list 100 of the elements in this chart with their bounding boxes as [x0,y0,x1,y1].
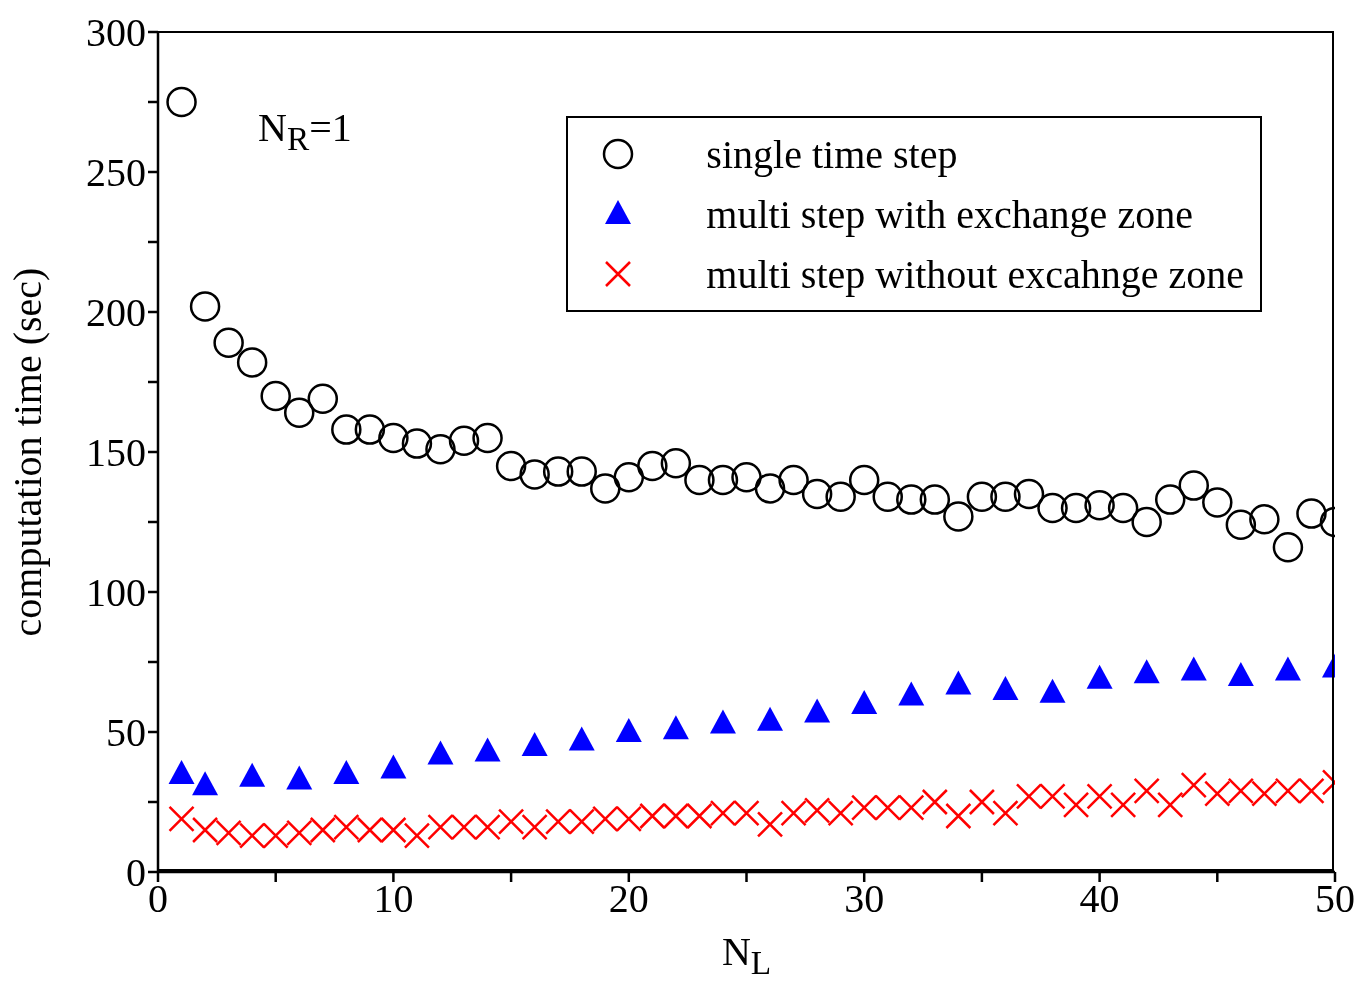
point [213,327,244,359]
point [403,822,431,849]
point [472,422,503,454]
legend-label: multi step without excahnge zone [706,250,1244,298]
point [168,760,195,784]
point [1249,503,1280,535]
point [497,808,525,835]
x-tick-label: 30 [844,876,885,922]
point [919,484,951,515]
point [495,450,527,482]
point [754,473,786,504]
point [825,481,856,513]
point [1272,531,1304,563]
point [168,805,195,833]
point [756,811,784,838]
point [1062,791,1090,819]
point [945,670,972,695]
point [990,481,1021,513]
point [474,737,501,762]
point [992,799,1019,827]
point [1013,478,1045,510]
point [615,718,642,742]
point [401,428,433,459]
point [872,481,903,513]
x-tick-label: 10 [373,876,414,922]
point [378,422,409,454]
point [943,501,974,532]
point [425,433,456,465]
point [684,464,715,496]
point [380,754,407,779]
point [521,732,548,756]
point [1154,484,1186,515]
point [260,380,291,412]
point [519,459,550,490]
y-tick-label: 200 [86,290,146,336]
point [1086,664,1113,689]
point [568,726,595,751]
y-tick-label: 50 [106,710,146,756]
point [1274,656,1301,681]
point [427,740,454,765]
y-tick-label: 250 [86,150,146,196]
point [992,676,1019,700]
y-axis-title: computation time (sec) [5,267,50,637]
point [192,771,219,796]
point [189,291,221,322]
point [166,86,197,118]
point [1133,777,1160,805]
point [801,478,833,510]
point [333,760,360,784]
point [778,464,809,496]
point [286,765,313,790]
point [921,788,949,816]
point [283,397,315,429]
y-tick-label: 100 [86,570,146,616]
point [1131,506,1162,538]
point [613,461,645,493]
legend-label: multi step with exchange zone [706,190,1193,238]
point [662,715,689,740]
point [966,481,998,513]
point [590,473,621,504]
x-axis-title: N$_{L}$ [720,929,773,981]
point [236,347,268,378]
point [945,802,972,830]
point [757,706,784,731]
point [709,709,736,734]
point [1107,492,1139,524]
point [898,681,925,706]
point [1039,678,1066,703]
point [307,383,339,415]
y-tick-label: 300 [86,10,146,56]
point [731,461,762,493]
point [804,698,831,723]
point [542,456,574,487]
point [448,425,480,457]
point [1180,771,1208,799]
annotation: N$_{R}$=1 [258,105,352,157]
point [1225,509,1257,541]
point [968,788,996,816]
point [566,456,597,487]
x-tick-label: 40 [1079,876,1120,922]
point [851,690,878,714]
point [1296,498,1327,529]
point [1227,662,1254,686]
x-tick-label: 20 [608,876,649,922]
point [1086,783,1113,810]
y-tick-label: 150 [86,430,146,476]
point [1178,470,1210,501]
point [1180,656,1207,681]
point [239,762,266,787]
point [331,414,362,445]
legend-label: single time step [706,130,958,178]
point [1133,659,1160,684]
point [660,447,692,479]
point [896,484,927,515]
point [354,414,386,445]
point [1109,791,1137,819]
point [1202,487,1233,518]
point [1084,489,1115,521]
point [848,464,880,496]
point [1037,492,1068,524]
